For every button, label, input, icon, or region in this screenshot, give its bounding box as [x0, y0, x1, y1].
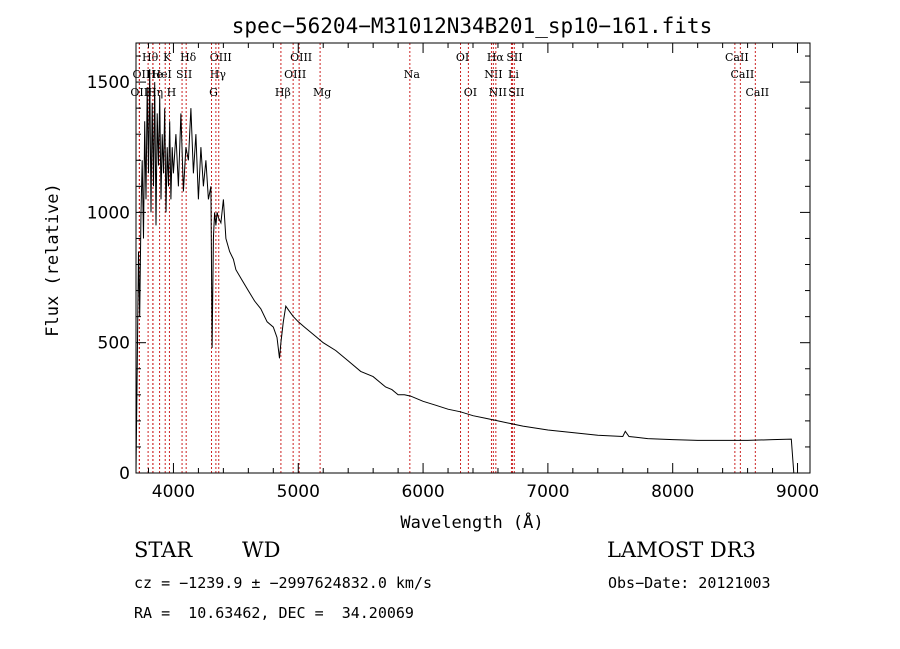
object-class: STAR [134, 538, 193, 562]
redshift-cz: cz = −1239.9 ± −2997624832.0 km/s [134, 574, 433, 592]
y-tick-label-1: 500 [98, 334, 130, 354]
x-tick-label-1: 5000 [277, 482, 320, 502]
ra-dec: RA = 10.63462, DEC = 34.20069 [134, 604, 414, 622]
line-label-23: SII [506, 51, 522, 64]
y-tick-label-3: 1500 [87, 73, 130, 93]
y-tick-label-0: 0 [119, 464, 130, 484]
line-label-7: HeI [151, 68, 171, 81]
line-label-9: Hδ [180, 51, 197, 64]
line-label-16: Mg [313, 86, 331, 99]
line-label-14: OIII [290, 51, 312, 64]
line-label-0: Hθ [142, 51, 159, 64]
line-label-12: G [209, 86, 218, 99]
line-label-26: CaII [725, 51, 749, 64]
spectrum-chart: spec−56204−M31012N34B201_sp10−161.fits H… [43, 14, 819, 533]
line-label-13: Hβ [275, 86, 291, 99]
y-axis-label: Flux (relative) [43, 183, 63, 337]
line-label-28: CaII [745, 86, 769, 99]
x-tick-label-5: 9000 [776, 482, 819, 502]
x-tick-label-4: 8000 [651, 482, 694, 502]
line-label-24: Li [508, 68, 519, 81]
chart-title: spec−56204−M31012N34B201_sp10−161.fits [232, 14, 712, 38]
line-label-1: OII [133, 68, 151, 81]
line-label-21: NII [484, 68, 502, 81]
line-label-11: Hγ [210, 68, 227, 81]
plot-frame [135, 42, 811, 474]
y-tick-label-2: 1000 [87, 203, 130, 223]
line-label-2: He [147, 68, 163, 81]
observation-date: Obs−Date: 20121003 [608, 574, 771, 592]
survey-name: LAMOST DR3 [607, 538, 756, 562]
line-label-19: OI [464, 86, 477, 99]
line-label-8: SII [176, 68, 192, 81]
line-label-22: NII [489, 86, 507, 99]
object-subclass: WD [242, 538, 281, 562]
x-tick-label-0: 4000 [152, 482, 195, 502]
line-label-5: K [163, 51, 172, 64]
x-tick-label-3: 7000 [526, 482, 569, 502]
spectrum-line [135, 69, 795, 474]
line-label-18: OI [456, 51, 469, 64]
line-label-15: OIII [284, 68, 306, 81]
y-axis: 0 500 1000 1500 [87, 55, 810, 484]
line-label-25: SII [508, 86, 524, 99]
line-label-6: H [167, 86, 177, 99]
line-label-10: OIII [210, 51, 232, 64]
x-axis: 4000 5000 6000 7000 8000 9000 [147, 43, 819, 502]
line-label-17: Na [404, 68, 421, 81]
x-axis-label: Wavelength (Å) [400, 511, 543, 533]
x-tick-label-2: 6000 [401, 482, 444, 502]
line-label-27: CaII [731, 68, 755, 81]
